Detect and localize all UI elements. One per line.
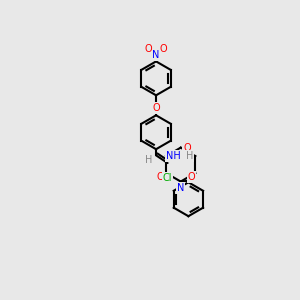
Text: O: O	[188, 172, 195, 182]
Text: H: H	[185, 151, 193, 161]
Text: N: N	[152, 50, 160, 60]
Text: O: O	[152, 103, 160, 112]
Text: Cl: Cl	[163, 173, 172, 184]
Text: O: O	[145, 44, 152, 54]
Text: N: N	[177, 183, 184, 193]
Text: O: O	[183, 143, 191, 153]
Text: O: O	[156, 172, 164, 182]
Text: H: H	[145, 155, 152, 165]
Text: NH: NH	[167, 151, 181, 161]
Text: O: O	[160, 44, 168, 54]
